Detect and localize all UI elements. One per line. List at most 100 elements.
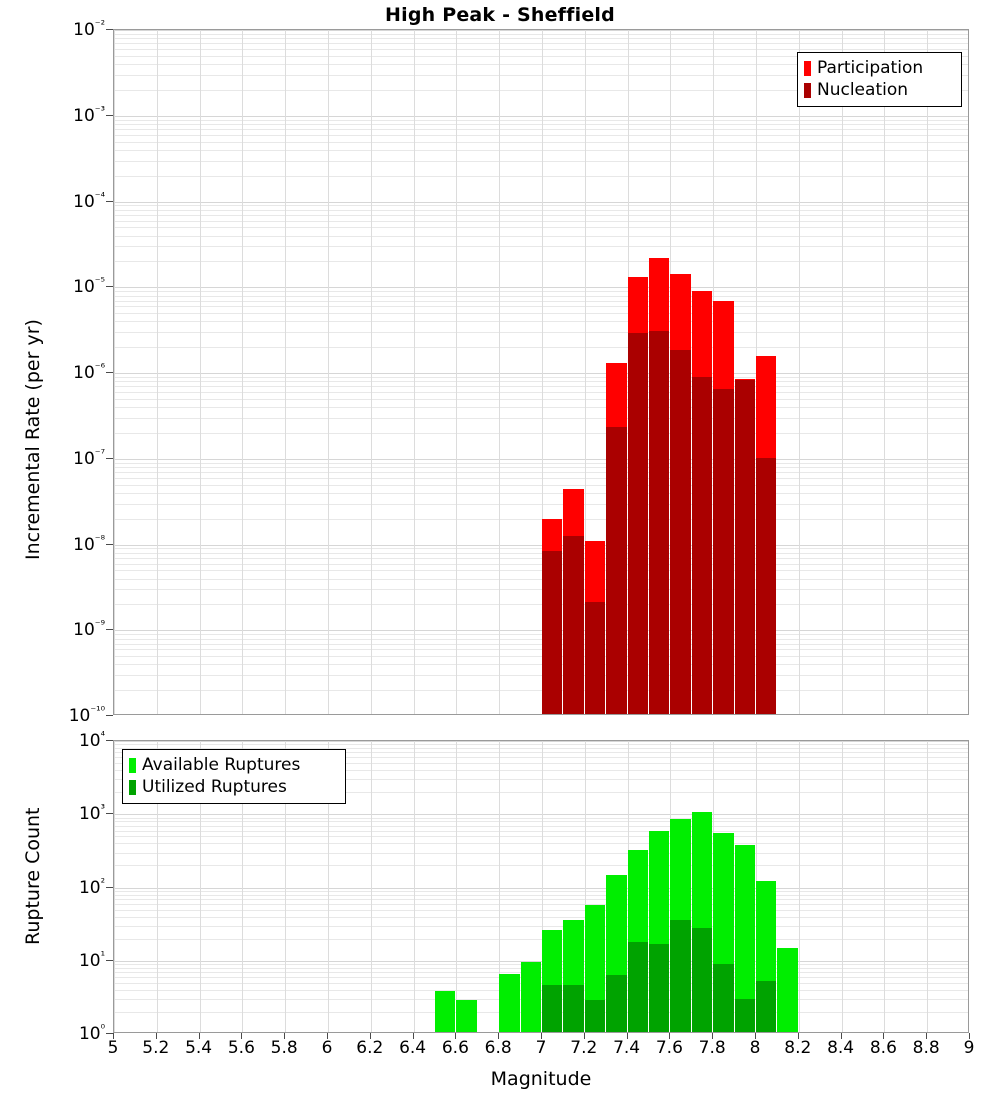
legend-item[interactable]: Available Ruptures bbox=[129, 754, 338, 776]
grid-line bbox=[114, 246, 968, 248]
grid-line bbox=[114, 115, 968, 117]
grid-line bbox=[114, 763, 968, 765]
x-axis-tick-mark bbox=[455, 1033, 457, 1039]
grid-line bbox=[114, 741, 968, 742]
y-axis-tick-mark bbox=[106, 372, 113, 373]
grid-line-vertical bbox=[499, 30, 501, 714]
bar bbox=[499, 741, 520, 1032]
grid-line bbox=[114, 381, 968, 383]
y-axis-tick-mark bbox=[106, 740, 113, 741]
bar-segment-utilized-ruptures bbox=[542, 984, 563, 1032]
legend-swatch-icon bbox=[804, 82, 811, 98]
bar-segment-utilized-ruptures bbox=[734, 999, 755, 1032]
grid-line bbox=[114, 817, 968, 819]
bar-segment-nucleation bbox=[542, 550, 563, 714]
grid-line-vertical bbox=[798, 30, 800, 714]
bar bbox=[756, 741, 777, 1032]
grid-line bbox=[114, 830, 968, 832]
incremental-rate-plot bbox=[113, 29, 969, 715]
grid-line-vertical bbox=[413, 741, 415, 1032]
y-axis-tick-label: 10⁻² bbox=[73, 18, 105, 40]
x-axis-tick-mark bbox=[155, 1033, 157, 1039]
grid-line-vertical bbox=[242, 741, 244, 1032]
rupture-count-y-axis-label: Rupture Count bbox=[22, 807, 44, 946]
x-axis-tick-mark bbox=[284, 1033, 286, 1039]
x-axis-tick-label: 7.6 bbox=[655, 1038, 683, 1058]
grid-line bbox=[114, 30, 968, 31]
grid-line bbox=[114, 313, 968, 315]
grid-line bbox=[114, 209, 968, 211]
grid-line bbox=[114, 690, 968, 692]
grid-line bbox=[114, 64, 968, 66]
grid-line bbox=[114, 347, 968, 349]
grid-line-vertical bbox=[927, 741, 929, 1032]
grid-line bbox=[114, 960, 968, 962]
grid-line bbox=[114, 227, 968, 229]
x-axis-tick-mark bbox=[626, 1033, 628, 1039]
grid-line-vertical bbox=[542, 30, 543, 714]
grid-line-vertical bbox=[884, 741, 886, 1032]
grid-line bbox=[114, 89, 968, 91]
grid-line bbox=[114, 518, 968, 520]
grid-line-vertical bbox=[156, 741, 158, 1032]
grid-line bbox=[114, 964, 968, 966]
grid-line bbox=[114, 982, 968, 984]
y-axis-tick-label: 10⁻³ bbox=[73, 103, 105, 126]
grid-line bbox=[114, 916, 968, 918]
grid-line bbox=[114, 407, 968, 409]
bar-segment-available-ruptures bbox=[734, 844, 755, 1032]
grid-line bbox=[114, 649, 968, 651]
x-axis-tick-label: 6.6 bbox=[441, 1038, 469, 1058]
grid-line bbox=[114, 287, 968, 289]
grid-line bbox=[114, 544, 968, 546]
bar bbox=[627, 741, 648, 1032]
grid-line bbox=[114, 119, 968, 121]
grid-line-vertical bbox=[798, 741, 800, 1032]
bar-segment-nucleation bbox=[584, 602, 606, 714]
grid-line bbox=[114, 909, 968, 911]
x-axis-label: Magnitude bbox=[490, 1068, 592, 1090]
grid-line bbox=[114, 55, 968, 57]
grid-line bbox=[114, 643, 968, 645]
grid-line bbox=[114, 373, 968, 374]
x-axis-tick-label: 8.8 bbox=[912, 1038, 940, 1058]
x-axis-tick-label: 6.8 bbox=[484, 1038, 512, 1058]
legend-item[interactable]: Utilized Ruptures bbox=[129, 776, 338, 798]
grid-line-vertical bbox=[156, 30, 158, 714]
grid-line bbox=[114, 972, 968, 974]
grid-line bbox=[114, 458, 968, 460]
x-axis-tick-label: 7.8 bbox=[698, 1038, 726, 1058]
grid-line-vertical bbox=[456, 30, 458, 714]
bar-segment-nucleation bbox=[627, 332, 648, 714]
bar bbox=[691, 30, 713, 714]
grid-line bbox=[114, 484, 968, 486]
x-axis-tick-mark bbox=[198, 1033, 200, 1039]
grid-line bbox=[114, 129, 968, 131]
y-axis-tick-mark bbox=[106, 114, 113, 116]
grid-line bbox=[114, 563, 968, 565]
grid-line bbox=[114, 220, 968, 222]
grid-line bbox=[114, 160, 968, 162]
y-axis-tick-mark bbox=[106, 29, 113, 30]
grid-line-vertical bbox=[242, 30, 244, 714]
grid-line bbox=[114, 757, 968, 759]
grid-line bbox=[114, 472, 968, 474]
legend-item[interactable]: Nucleation bbox=[804, 79, 954, 101]
bar bbox=[435, 741, 456, 1032]
y-axis-tick-label: 10¹ bbox=[78, 948, 105, 971]
legend-item[interactable]: Participation bbox=[804, 57, 954, 79]
grid-line bbox=[114, 852, 968, 854]
grid-line bbox=[114, 770, 968, 772]
grid-line bbox=[114, 548, 968, 550]
grid-line-vertical bbox=[884, 30, 886, 714]
bar-segment-utilized-ruptures bbox=[756, 980, 777, 1032]
x-axis-tick-mark bbox=[797, 1033, 799, 1039]
y-axis-tick-label: 10⁻⁶ bbox=[73, 361, 105, 383]
bar bbox=[520, 741, 541, 1032]
grid-line bbox=[114, 814, 968, 816]
grid-line bbox=[114, 398, 968, 400]
grid-line bbox=[114, 149, 968, 151]
bar bbox=[563, 741, 584, 1032]
grid-line bbox=[114, 589, 968, 591]
bar bbox=[606, 30, 627, 714]
